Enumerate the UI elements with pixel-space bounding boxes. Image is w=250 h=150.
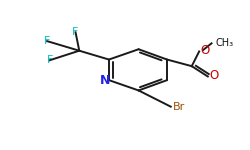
Text: F: F xyxy=(44,36,50,46)
Text: O: O xyxy=(210,69,219,82)
Text: CH₃: CH₃ xyxy=(215,38,233,48)
Text: F: F xyxy=(72,27,79,37)
Text: Br: Br xyxy=(173,102,185,112)
Text: O: O xyxy=(200,44,210,57)
Text: F: F xyxy=(46,55,53,65)
Text: N: N xyxy=(100,74,111,87)
